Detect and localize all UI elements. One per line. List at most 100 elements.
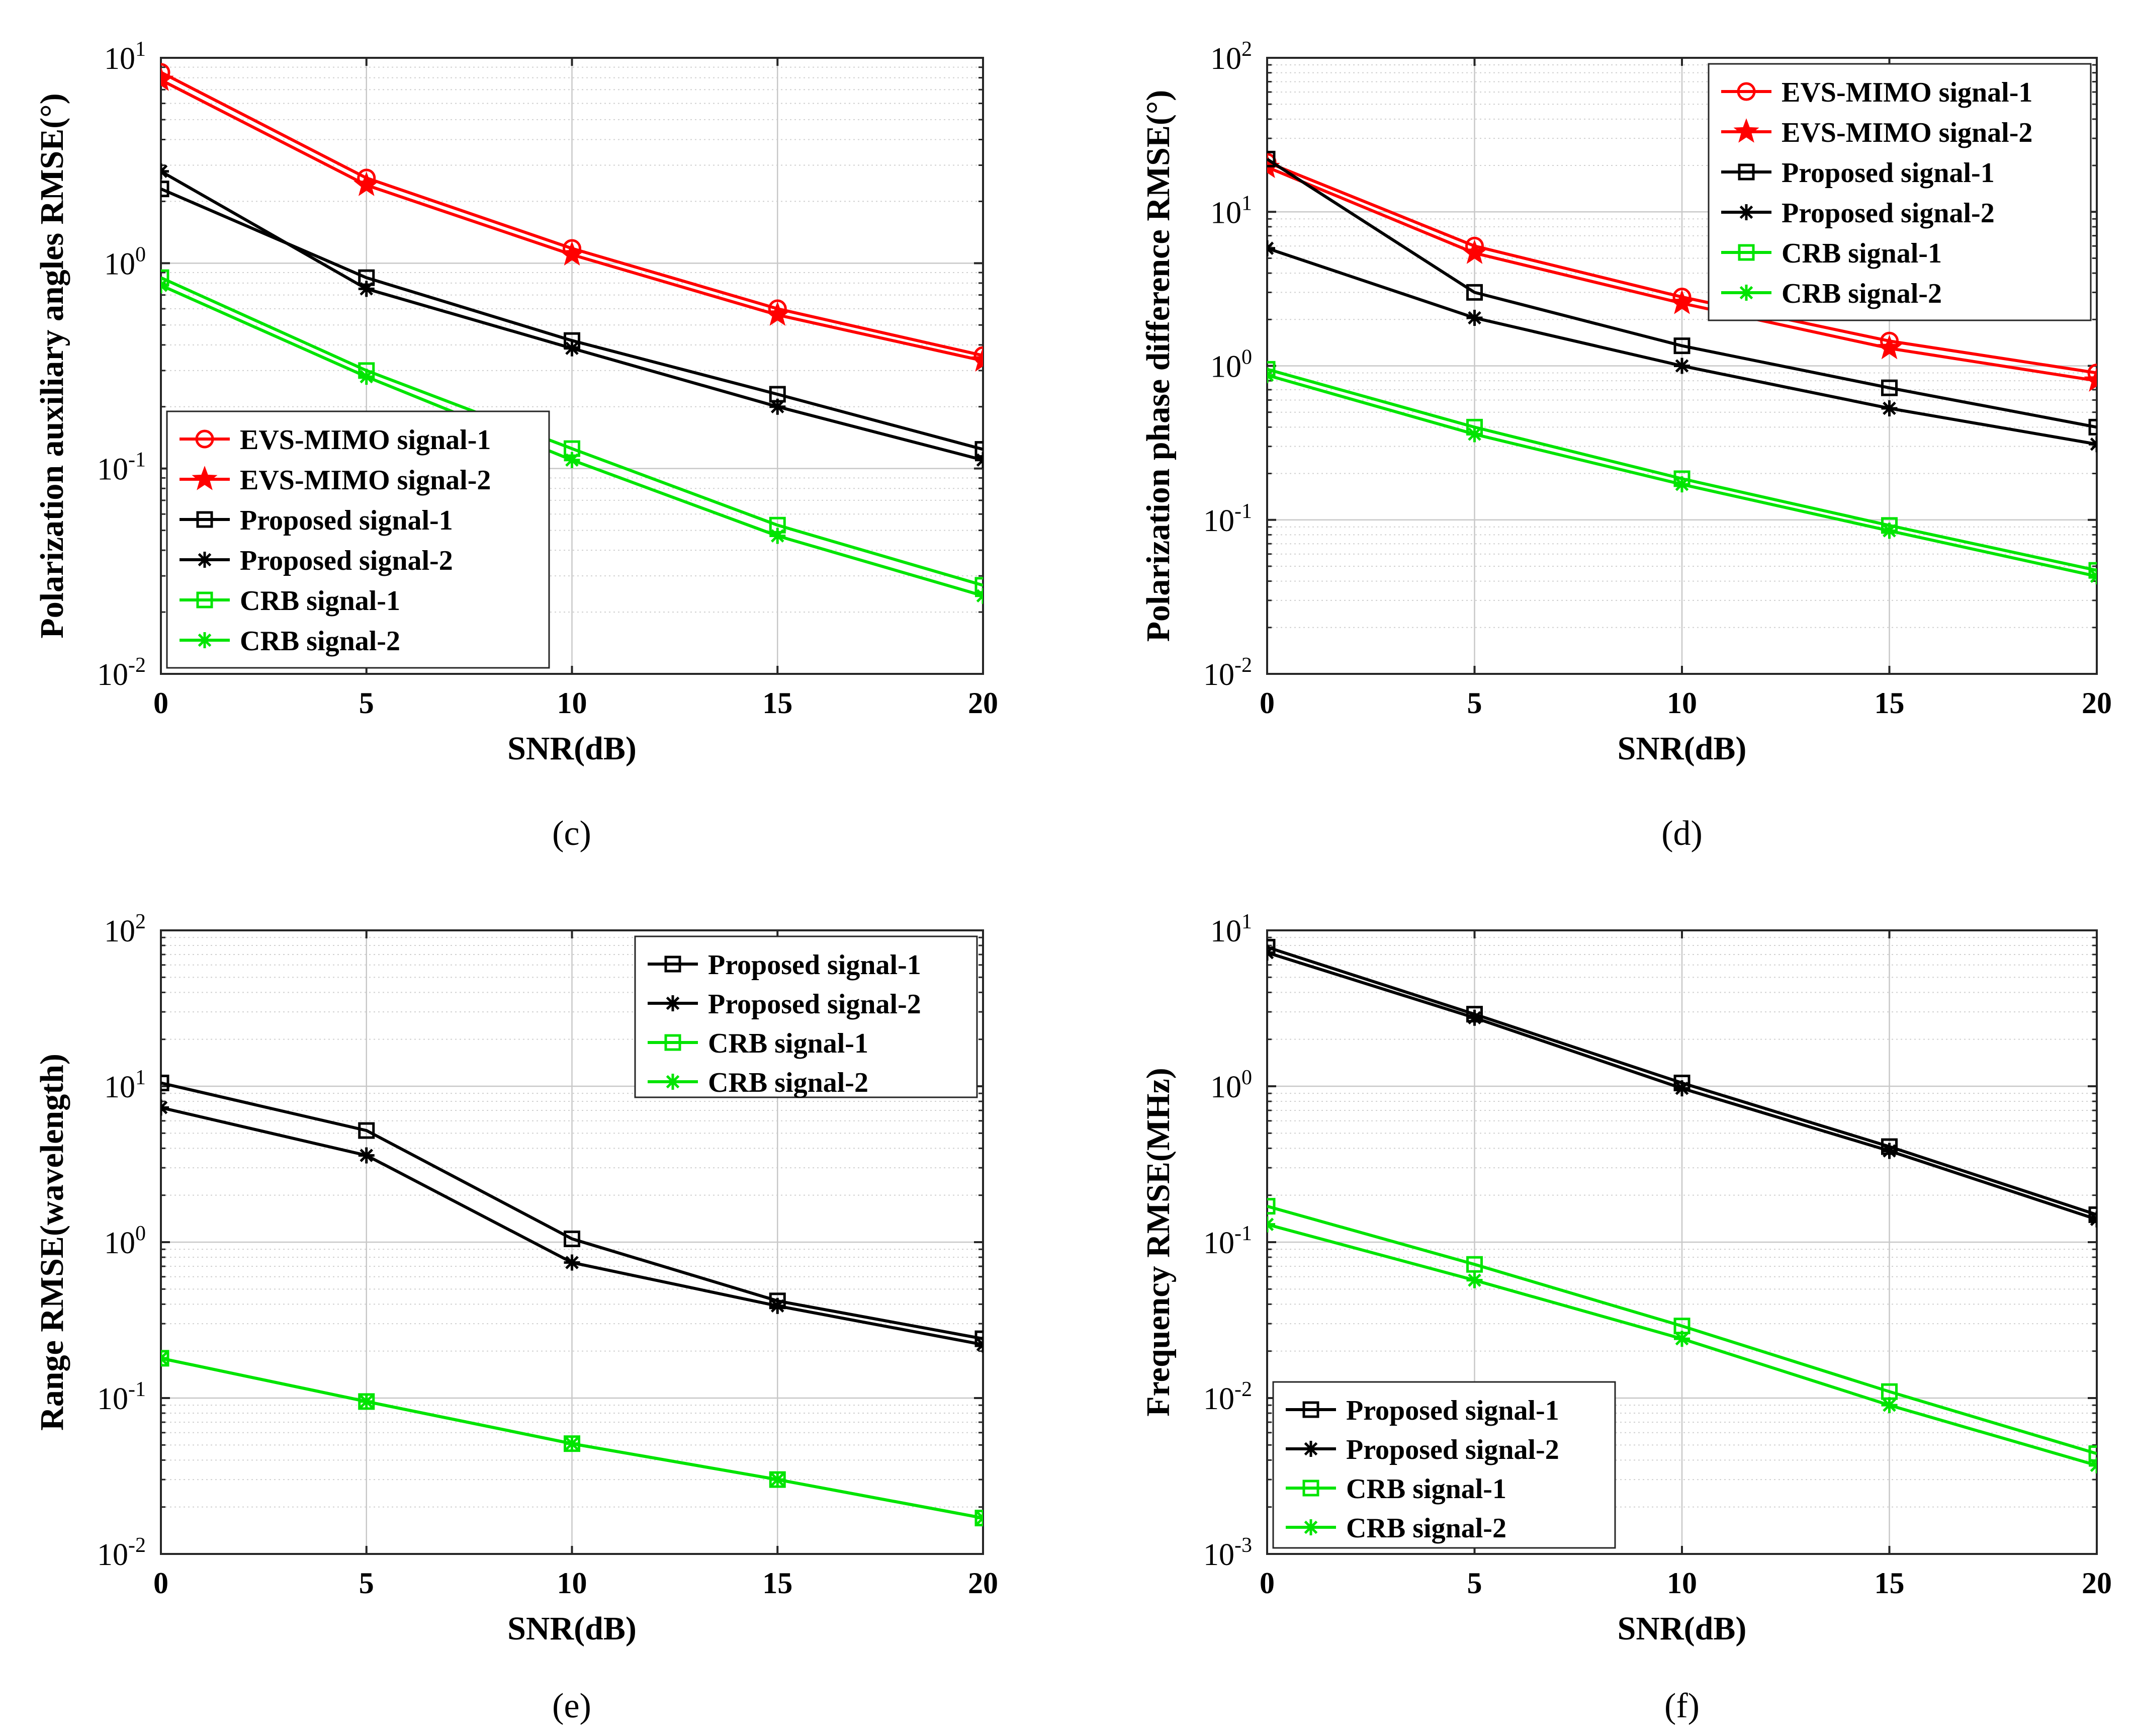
legend: EVS-MIMO signal-1 EVS-MIMO signal-2 Propos… (166, 410, 550, 669)
data-point (974, 1330, 983, 1347)
x-tick-label: 0 (153, 1567, 168, 1600)
data-point (161, 66, 174, 91)
series-line (161, 276, 983, 587)
y-tick-label: 101 (1210, 910, 1252, 948)
legend-entry: Proposed signal-2 (180, 545, 453, 576)
data-point (564, 1254, 580, 1271)
legend-marker (195, 429, 214, 449)
chart-panel-c: 0 5 10 15 20 10-2 10-1 100 101 SNR(dB) Polarizatio… (34, 38, 998, 853)
x-tick-label: 5 (359, 1567, 374, 1600)
data-point (1267, 944, 1275, 961)
data-point (1466, 426, 1483, 443)
data-point (1267, 938, 1276, 956)
y-tick-label: 10-1 (1203, 1222, 1252, 1260)
y-tick-label: 10-1 (97, 449, 146, 487)
data-point (1267, 1216, 1275, 1233)
legend-entry: Proposed signal-1 (180, 505, 453, 536)
y-tick-label: 10-3 (1203, 1534, 1252, 1572)
y-tick-label: 101 (1210, 192, 1252, 230)
legend-marker (1738, 204, 1754, 220)
series-proposed-signal-2 (161, 163, 983, 468)
legend-entry: CRB signal-2 (1286, 1513, 1506, 1544)
data-point (974, 441, 983, 458)
legend-label: Proposed signal-1 (1782, 157, 1995, 189)
series-crb-signal-2 (161, 277, 983, 604)
series-crb-signal-2 (1267, 367, 2097, 584)
x-tick-label: 0 (1260, 1567, 1275, 1600)
data-point (161, 269, 169, 286)
legend-marker (1302, 1480, 1319, 1497)
legend-entry: Proposed signal-2 (648, 989, 921, 1020)
chart-panel-e: 0 5 10 15 20 10-2 10-1 100 101 102 SNR(dB) Range RM… (34, 910, 998, 1725)
x-axis-label: SNR(dB) (507, 1610, 637, 1647)
data-point (2088, 562, 2097, 579)
data-point (2084, 367, 2097, 392)
y-tick-label: 101 (104, 38, 146, 76)
data-point (975, 452, 983, 468)
x-tick-label: 15 (1875, 1567, 1905, 1600)
legend-entry: EVS-MIMO signal-2 (180, 465, 491, 496)
data-point (1466, 1256, 1483, 1273)
y-tick-label: 100 (1210, 1066, 1252, 1104)
y-axis-label: Polarization auxiliary angles RMSE(°) (34, 93, 70, 638)
data-point (2089, 1457, 2097, 1473)
panel-caption: (e) (552, 1687, 591, 1725)
legend-marker (1302, 1401, 1319, 1418)
series-proposed-signal-2 (1267, 240, 2097, 453)
data-point (161, 181, 169, 198)
y-tick-label: 102 (1210, 38, 1252, 76)
legend-label: Proposed signal-2 (708, 989, 921, 1020)
x-tick-label: 5 (359, 686, 374, 720)
legend-label: CRB signal-1 (1782, 238, 1942, 269)
x-axis-label: SNR(dB) (507, 730, 637, 767)
chart-panel-d: 0 5 10 15 20 10-2 10-1 100 101 102 SNR(dB) Polariza… (1140, 38, 2112, 853)
y-tick-label: 10-1 (1203, 500, 1252, 538)
data-point (1881, 1143, 1898, 1159)
data-point (1267, 1198, 1276, 1215)
data-point (358, 1147, 375, 1164)
x-axis-label: SNR(dB) (1618, 730, 1747, 767)
x-tick-label: 5 (1467, 1567, 1482, 1600)
x-tick-label: 10 (557, 686, 587, 720)
series-line (161, 1081, 983, 1341)
series-crb-signal-2 (161, 1350, 983, 1526)
legend-label: CRB signal-2 (1782, 278, 1942, 309)
data-point (769, 398, 786, 415)
data-point (564, 340, 580, 357)
grid (1267, 930, 2097, 1554)
legend-label: CRB signal-2 (708, 1067, 868, 1098)
data-point (1267, 367, 1275, 384)
x-tick-label: 0 (153, 686, 168, 720)
data-point (973, 346, 983, 365)
panel-caption: (c) (552, 814, 591, 853)
legend: Proposed signal-1 Proposed signal-2 CRB si… (634, 935, 978, 1098)
x-tick-label: 20 (968, 1567, 998, 1600)
legend-box (166, 410, 550, 669)
legend: Proposed signal-1 Proposed signal-2 CRB si… (1272, 1381, 1616, 1549)
legend-marker (665, 995, 681, 1011)
data-point (1466, 1009, 1483, 1026)
series-evs-mimo-signal-2 (161, 66, 983, 372)
y-tick-label: 10-2 (97, 654, 146, 692)
data-point (161, 1074, 169, 1091)
data-point (358, 281, 375, 297)
legend: EVS-MIMO signal-1 EVS-MIMO signal-2 Propos… (1708, 63, 2092, 321)
legend-label: CRB signal-1 (240, 585, 400, 617)
legend-marker (1738, 163, 1755, 181)
y-tick-label: 10-2 (1203, 1378, 1252, 1416)
legend-marker (1738, 244, 1755, 261)
data-point (161, 1350, 169, 1366)
series-group (1267, 150, 2097, 584)
data-point (1466, 1272, 1483, 1288)
data-point (2089, 568, 2097, 584)
legend-label: CRB signal-2 (1346, 1513, 1506, 1544)
legend-entry: CRB signal-1 (1286, 1473, 1506, 1505)
data-point (161, 163, 169, 180)
series-group (161, 1074, 983, 1527)
data-point (975, 1336, 983, 1353)
data-point (974, 577, 983, 594)
data-point (975, 587, 983, 604)
data-point (1881, 379, 1898, 396)
data-point (161, 277, 169, 294)
